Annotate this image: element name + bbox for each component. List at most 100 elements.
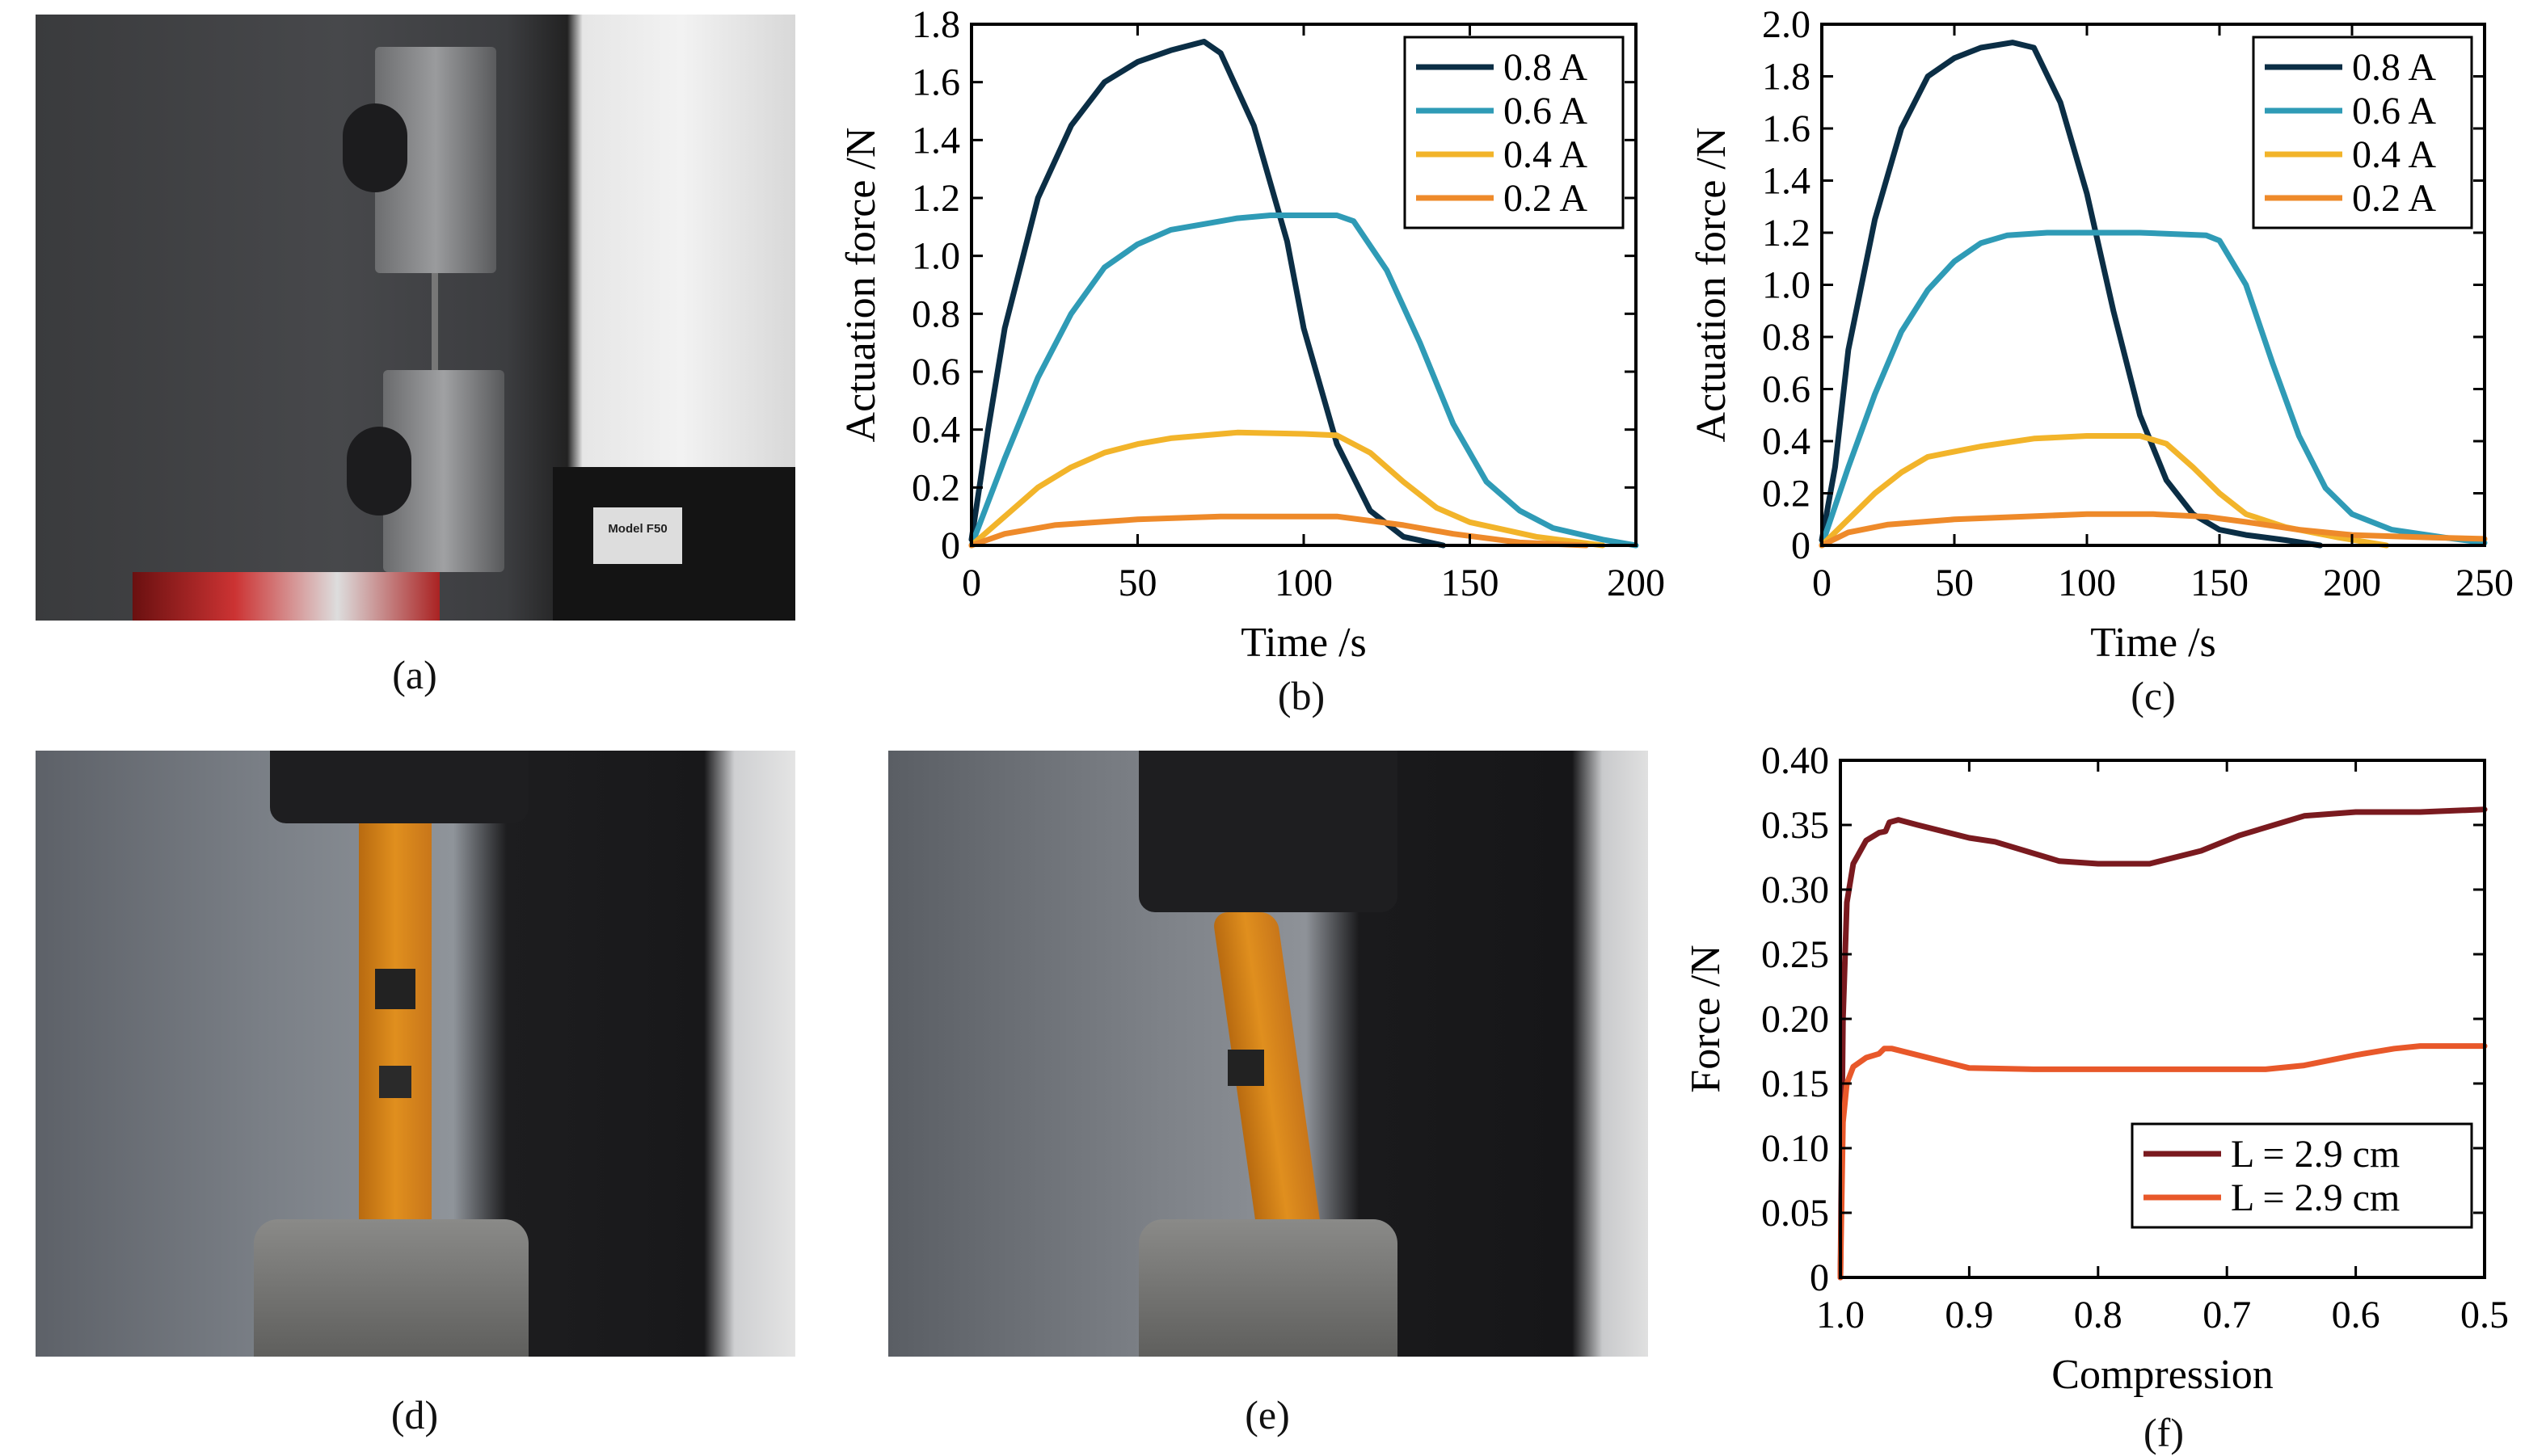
y-axis-label: Actuation force /N	[838, 128, 884, 443]
legend-label: 0.2 A	[2352, 177, 2436, 220]
legend-label: 0.6 A	[1503, 90, 1587, 133]
x-tick-label: 0.8	[2074, 1294, 2122, 1336]
caption-f: (f)	[2143, 1410, 2184, 1455]
series-line-l-2-9-cm	[1837, 806, 2488, 1281]
y-tick-label: 1.6	[1762, 107, 1810, 150]
x-tick-label: 1.0	[1816, 1294, 1865, 1336]
y-tick-label: 1.8	[912, 3, 960, 46]
x-tick-label: 50	[1935, 562, 1974, 604]
bench-red-cloth	[133, 572, 440, 621]
legend: L = 2.9 cmL = 2.9 cm	[2131, 1122, 2473, 1229]
y-tick-label: 0.10	[1761, 1127, 1829, 1170]
knob-upper	[343, 103, 407, 192]
series-line-0-8-a	[968, 39, 1447, 549]
legend-label: 0.4 A	[1503, 133, 1587, 176]
y-tick-label: 1.0	[1762, 264, 1810, 307]
x-tick-label: 0.6	[2332, 1294, 2380, 1336]
upper-clamp	[270, 751, 529, 823]
x-tick-label: 0.7	[2202, 1294, 2251, 1336]
x-tick-label: 100	[1275, 562, 1333, 604]
specimen-wire	[432, 273, 438, 378]
upper-clamp	[1139, 751, 1397, 912]
x-tick-label: 200	[1607, 562, 1665, 604]
y-tick-label: 0.8	[912, 292, 960, 335]
y-tick-label: 0.6	[912, 351, 960, 393]
x-tick-label: 0.9	[1945, 1294, 1993, 1336]
y-tick-label: 1.4	[912, 119, 960, 162]
y-tick-label: 1.2	[1762, 212, 1810, 255]
y-tick-label: 0.25	[1761, 933, 1829, 976]
chip	[1228, 1050, 1264, 1086]
y-tick-label: 0.8	[1762, 316, 1810, 359]
x-tick-label: 100	[2058, 562, 2116, 604]
chip	[375, 969, 415, 1009]
photo-d-straight-sensor-strip	[36, 751, 795, 1357]
legend-label: 0.8 A	[1503, 46, 1587, 89]
lower-clamp	[254, 1219, 529, 1357]
knob-lower	[347, 427, 411, 515]
flex-pcb-strip	[359, 823, 432, 1235]
series-line-0-4-a	[968, 429, 1606, 549]
y-tick-label: 1.0	[912, 235, 960, 278]
y-tick-label: 0.40	[1761, 739, 1829, 782]
y-tick-label: 0.15	[1761, 1063, 1829, 1105]
legend-box	[2131, 1122, 2473, 1229]
y-tick-label: 1.6	[912, 61, 960, 104]
chart-b: 0 50 100 150 200 0 0.2 0.4 0.6 0.8 1.0 1.2 1.4 1.6 1.8…	[838, 3, 1665, 666]
series-line-0-6-a	[968, 213, 1639, 549]
y-axis-label: Actuation force /N	[1688, 128, 1735, 443]
x-axis-label: Compression	[2051, 1352, 2273, 1398]
legend: 0.8 A0.6 A0.4 A0.2 A	[1403, 36, 1625, 229]
y-tick-label: 0.6	[1762, 368, 1810, 411]
y-tick-label: 0.30	[1761, 869, 1829, 911]
series-line-0-8-a	[1819, 40, 2324, 549]
legend-label: 0.8 A	[2352, 46, 2436, 89]
y-tick-label: 0	[1791, 524, 1810, 567]
x-tick-label: 0.5	[2460, 1294, 2509, 1336]
legend-label: L = 2.9 cm	[2231, 1176, 2400, 1219]
y-tick-label: 0.20	[1761, 998, 1829, 1041]
x-axis-label: Time /s	[1241, 620, 1367, 666]
y-axis-label: Force /N	[1683, 945, 1729, 1092]
y-tick-label: 0.05	[1761, 1192, 1829, 1235]
x-tick-label: 0	[1812, 562, 1832, 604]
y-tick-label: 0.2	[1762, 473, 1810, 515]
photo-e-buckled-sensor-strip	[888, 751, 1648, 1357]
legend-label: L = 2.9 cm	[2231, 1133, 2400, 1176]
caption-b: (b)	[1277, 673, 1326, 718]
lower-clamp	[1139, 1219, 1397, 1357]
chart-f: 1.0 0.9 0.8 0.7 0.6 0.5 0 0.05 0.10 0.15 0.20 0.25 0…	[1683, 739, 2509, 1398]
caption-e: (e)	[1245, 1392, 1290, 1437]
legend-label: 0.6 A	[2352, 90, 2436, 133]
x-tick-label: 150	[2190, 562, 2249, 604]
y-tick-label: 0.4	[1762, 420, 1810, 463]
series-line-l-2-9-cm	[1837, 1043, 2488, 1281]
y-tick-label: 0	[941, 524, 960, 567]
x-tick-label: 0	[962, 562, 981, 604]
caption-d: (d)	[390, 1392, 439, 1437]
series-line-0-6-a	[1819, 229, 2488, 549]
model-plate: Model F50	[593, 507, 682, 564]
x-axis-label: Time /s	[2090, 620, 2216, 666]
y-tick-label: 0	[1810, 1256, 1829, 1299]
y-tick-label: 0.35	[1761, 804, 1829, 847]
legend: 0.8 A0.6 A0.4 A0.2 A	[2252, 36, 2473, 229]
legend-label: 0.2 A	[1503, 177, 1587, 220]
y-tick-label: 2.0	[1762, 3, 1810, 46]
y-tick-label: 0.2	[912, 466, 960, 509]
caption-c: (c)	[2131, 673, 2176, 718]
x-tick-label: 50	[1119, 562, 1157, 604]
x-tick-label: 200	[2323, 562, 2381, 604]
y-tick-label: 1.8	[1762, 56, 1810, 99]
series-line-0-4-a	[1819, 433, 2390, 549]
photo-a-tensile-tester: Model F50	[36, 15, 795, 621]
x-tick-label: 250	[2455, 562, 2514, 604]
chart-c: 0 50 100 150 200 250 0 0.2 0.4 0.6 0.8 1.0 1.2 1.4 1.6…	[1688, 3, 2514, 666]
y-tick-label: 1.2	[912, 177, 960, 220]
x-tick-label: 150	[1441, 562, 1499, 604]
caption-a: (a)	[392, 652, 437, 697]
y-tick-label: 0.4	[912, 409, 960, 452]
series-line-0-2-a	[968, 513, 1589, 549]
model-plate-text: Model F50	[608, 522, 668, 536]
